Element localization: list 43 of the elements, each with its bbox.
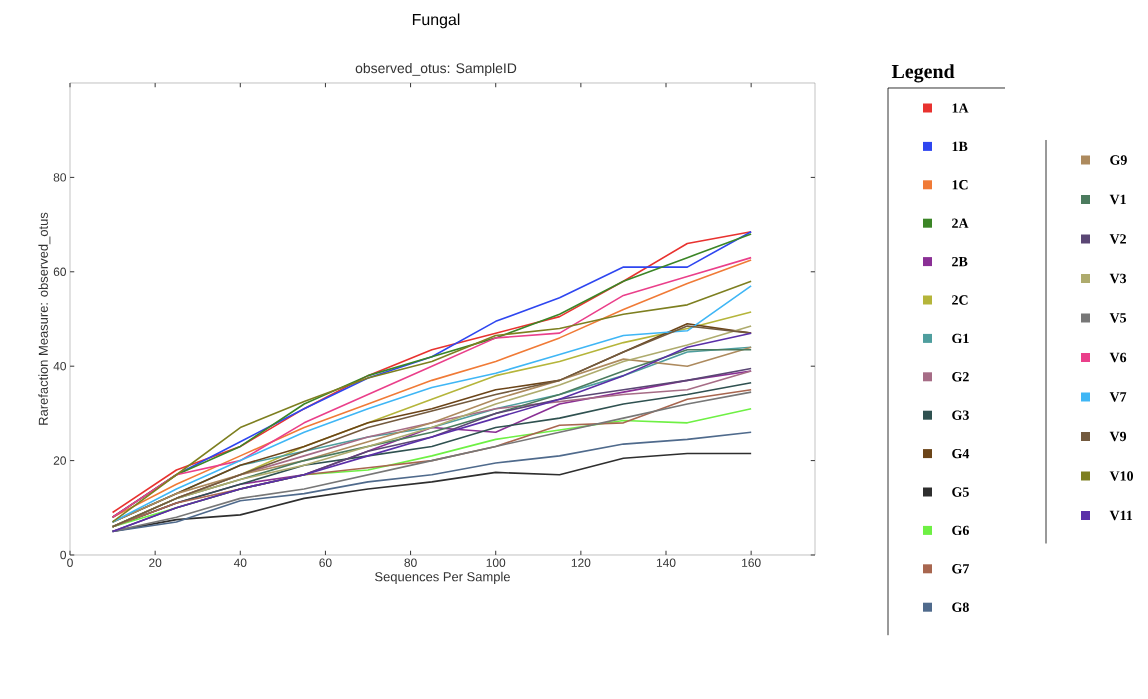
legend-label: 2B: [952, 256, 968, 267]
legend-label: V10: [1109, 471, 1134, 481]
legend-label: G5: [952, 487, 969, 497]
legend-label: G1: [952, 333, 969, 344]
x-tick-label: 20: [149, 558, 162, 567]
x-tick-label: 40: [233, 558, 247, 567]
legend-title: Legend: [891, 64, 955, 83]
x-tick-label: 100: [486, 558, 506, 567]
legend-label: G9: [1110, 155, 1127, 165]
legend-label: V7: [1109, 392, 1127, 402]
legend-label: 1A: [952, 103, 969, 113]
legend-label: 2A: [952, 218, 969, 228]
y-tick-label: 60: [53, 267, 67, 277]
legend-label: G8: [952, 602, 969, 612]
legend-label: G3: [952, 410, 969, 420]
x-tick-label: 60: [319, 558, 332, 567]
y-tick-label: 40: [53, 361, 67, 371]
chart-title: Fungal: [412, 13, 460, 29]
chart-subtitle: observed_otus: SampleID: [355, 62, 517, 76]
y-tick-label: 80: [53, 173, 67, 182]
legend-label: G7: [952, 564, 970, 574]
x-tick-label: 160: [742, 558, 761, 567]
x-tick-label: 120: [571, 558, 591, 567]
legend-label: V5: [1109, 313, 1127, 323]
legend-label: V9: [1109, 431, 1127, 442]
x-axis-title: Sequences Per Sample: [375, 571, 510, 584]
x-tick-label: 0: [67, 558, 73, 567]
legend-label: G2: [952, 372, 969, 382]
legend-label: V2: [1109, 234, 1126, 244]
legend-label: 1C: [952, 180, 968, 190]
legend-label: V3: [1109, 273, 1127, 284]
legend-label: V1: [1109, 194, 1126, 205]
legend-label: G4: [952, 448, 970, 459]
y-tick-label: 20: [53, 456, 67, 465]
legend-label: V6: [1109, 352, 1127, 363]
y-tick-label: 0: [60, 550, 67, 560]
legend-label: V11: [1109, 510, 1133, 521]
legend-label: G6: [952, 525, 969, 536]
x-tick-label: 140: [656, 558, 676, 567]
x-tick-label: 80: [404, 558, 417, 567]
legend-label: 1B: [952, 141, 968, 152]
y-axis-title: Rarefaction Measure: observed_otus: [38, 212, 51, 425]
legend-label: 2C: [952, 295, 968, 305]
